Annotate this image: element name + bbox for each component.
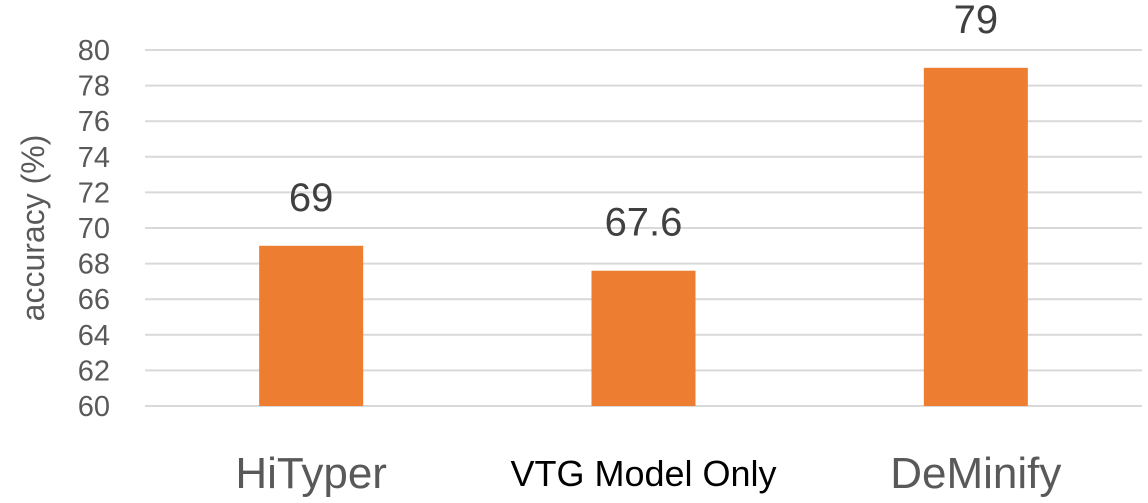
data-labels: 69 67.6 79 [289,0,998,245]
y-tick-label: 60 [78,391,110,423]
y-tick-label: 66 [78,284,110,316]
y-tick-label: 68 [78,249,110,281]
data-label: 67.6 [605,201,683,245]
bar-vtg-model-only [591,270,696,406]
y-tick-label: 78 [78,71,110,103]
x-category-label: HiTyper [235,449,387,498]
y-tick-label: 72 [78,177,110,209]
y-tick-label: 80 [78,35,110,67]
y-tick-label: 74 [78,142,110,174]
x-category-label: VTG Model Only [510,453,776,494]
y-tick-label: 62 [78,355,110,387]
x-category-label: DeMinify [890,449,1061,498]
data-label: 79 [954,0,999,42]
y-tick-label: 64 [78,320,110,352]
y-axis-title: accuracy (%) [15,135,51,322]
bar-hityper [259,245,364,406]
data-label: 69 [289,176,334,220]
bar-deminify [923,67,1028,407]
x-axis-categories: HiTyper VTG Model Only DeMinify [235,449,1061,498]
y-tick-label: 70 [78,213,110,245]
y-tick-label: 76 [78,106,110,138]
bars [259,67,1028,407]
